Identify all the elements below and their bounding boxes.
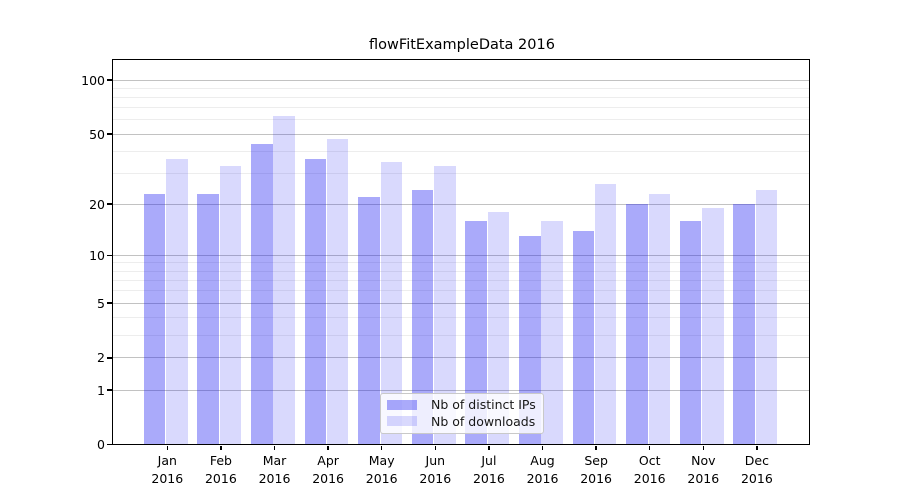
bar-downloads [594, 184, 617, 445]
x-axis-tick [595, 445, 597, 450]
x-axis-tick [434, 445, 436, 450]
bar-downloads [487, 212, 510, 445]
bar-distinct-ips [251, 143, 273, 445]
gridline-minor [113, 96, 810, 98]
gridline-major [113, 203, 810, 205]
gridline-minor [113, 334, 810, 336]
x-axis-tick-label: Feb 2016 [204, 453, 237, 486]
x-axis-tick-label: Mar 2016 [258, 453, 291, 486]
x-axis-tick-label: Sep 2016 [580, 453, 612, 486]
bar-distinct-ips [143, 193, 166, 445]
bar-downloads [166, 159, 188, 445]
x-axis-tick [166, 445, 168, 450]
x-axis-tick [702, 445, 704, 450]
bar-distinct-ips [465, 220, 487, 445]
y-axis-tick-label: 50 [89, 126, 105, 142]
y-axis-tick-label: 10 [89, 247, 105, 263]
y-axis-tick [107, 254, 112, 256]
x-axis-tick [273, 445, 276, 450]
gridline-minor [113, 270, 810, 272]
gridline-minor [113, 172, 810, 174]
x-axis-tick [220, 445, 222, 450]
gridline-minor [113, 290, 810, 292]
legend-item-distinct-ips: Nb of distinct IPs [387, 397, 537, 412]
x-axis-tick [756, 445, 758, 450]
bar-downloads [380, 161, 402, 445]
gridline-minor [113, 262, 810, 264]
gridline-major [113, 357, 810, 359]
y-axis-tick [107, 444, 112, 446]
gridline-minor [113, 279, 810, 281]
y-axis-tick [107, 79, 112, 81]
bar-distinct-ips [411, 190, 434, 445]
bar-distinct-ips [626, 204, 648, 445]
x-axis-tick [541, 445, 544, 450]
gridline-major [113, 79, 810, 81]
gridline-major [113, 133, 810, 135]
legend-swatch-downloads-icon [387, 416, 417, 427]
x-axis-tick-label: May 2016 [365, 453, 398, 486]
bar-downloads [326, 138, 349, 445]
x-axis-tick-label: Jul 2016 [472, 453, 505, 486]
bar-downloads [434, 166, 456, 445]
y-axis-tick-label: 2 [97, 350, 105, 366]
x-axis-tick-label: Oct 2016 [633, 453, 666, 486]
y-axis-tick [107, 133, 112, 135]
x-axis-tick-label: Apr 2016 [312, 453, 344, 486]
gridline-minor [113, 119, 810, 121]
bar-distinct-ips [304, 159, 327, 445]
legend-swatch-distinct-ips-icon [387, 399, 417, 410]
legend-label-downloads: Nb of downloads [431, 413, 536, 429]
bar-downloads [702, 208, 724, 445]
bar-distinct-ips [733, 204, 755, 445]
legend-label-distinct-ips: Nb of distinct IPs [431, 397, 536, 413]
legend: Nb of distinct IPs Nb of downloads [380, 392, 544, 434]
x-axis-tick [327, 445, 329, 450]
x-axis-tick-label: Nov 2016 [687, 453, 720, 486]
bar-distinct-ips [358, 196, 380, 445]
x-axis-tick [649, 445, 651, 450]
x-axis-tick [381, 445, 383, 450]
y-axis-tick-label: 0 [97, 437, 105, 453]
y-axis-tick [107, 203, 112, 205]
gridline-minor [113, 107, 810, 109]
gridline-minor [113, 150, 810, 152]
gridline-minor [113, 87, 810, 89]
bar-downloads [648, 193, 670, 445]
y-axis-tick [107, 302, 112, 304]
x-axis-tick-label: Aug 2016 [526, 453, 559, 486]
x-axis-tick-label: Dec 2016 [740, 453, 773, 486]
gridline-major [113, 389, 810, 391]
y-axis-tick [107, 357, 112, 359]
gridline-minor [113, 317, 810, 319]
y-axis-tick-label: 20 [89, 196, 105, 212]
y-axis-tick-label: 5 [97, 295, 105, 311]
bar-downloads [755, 190, 778, 445]
y-axis-tick-label: 100 [81, 72, 105, 88]
y-axis-tick [107, 389, 112, 391]
bar-distinct-ips [572, 230, 595, 445]
chart-title: flowFitExampleData 2016 [369, 37, 555, 53]
y-axis-tick-label: 1 [97, 382, 105, 398]
x-axis-tick-label: Jan 2016 [151, 453, 184, 486]
x-axis-tick-label: Jun 2016 [419, 453, 452, 486]
bar-downloads [273, 116, 295, 445]
bar-downloads [219, 166, 242, 445]
legend-item-downloads: Nb of downloads [387, 414, 537, 429]
bar-downloads [541, 220, 563, 445]
x-axis-tick [488, 445, 490, 450]
gridline-major [113, 254, 810, 256]
gridline-major [113, 302, 810, 304]
bar-distinct-ips [197, 193, 219, 445]
bar-distinct-ips [679, 220, 702, 445]
